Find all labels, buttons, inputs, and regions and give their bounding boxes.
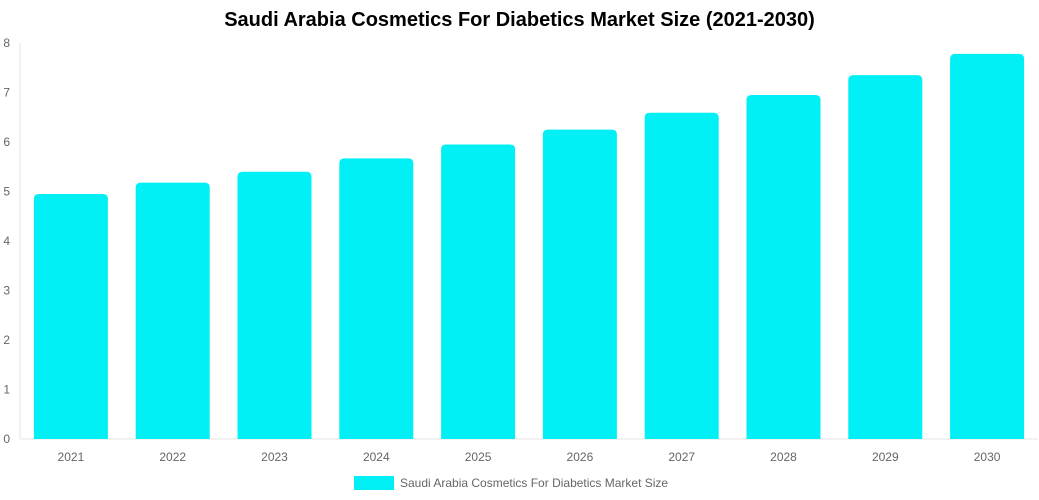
x-tick-label: 2029 [872,450,899,464]
chart-title: Saudi Arabia Cosmetics For Diabetics Mar… [224,9,815,31]
y-tick-label: 5 [3,185,10,199]
bar-2029[interactable] [848,75,923,440]
bar-2025[interactable] [441,144,516,439]
legend[interactable]: Saudi Arabia Cosmetics For Diabetics Mar… [354,476,668,490]
x-tick-label: 2022 [159,450,186,464]
y-tick-label: 8 [3,36,10,50]
bar-2021[interactable] [33,193,108,439]
y-tick-label: 3 [3,284,10,298]
y-axis-ticks: 0 1 2 3 4 5 6 7 8 [3,36,10,446]
x-tick-label: 2024 [363,450,390,464]
bar-2028[interactable] [746,94,821,439]
bar-2027[interactable] [644,112,719,440]
x-tick-label: 2028 [770,450,797,464]
x-tick-label: 2027 [668,450,695,464]
bars [33,53,1025,440]
x-tick-label: 2021 [58,450,85,464]
x-tick-label: 2023 [261,450,288,464]
bar-2024[interactable] [339,158,414,439]
y-tick-label: 4 [3,234,10,248]
y-tick-label: 2 [3,333,10,347]
y-tick-label: 6 [3,135,10,149]
bar-2026[interactable] [542,129,617,439]
x-tick-label: 2025 [465,450,492,464]
x-tick-label: 2030 [974,450,1001,464]
legend-swatch [354,476,394,490]
legend-label: Saudi Arabia Cosmetics For Diabetics Mar… [400,476,668,490]
bar-2022[interactable] [135,182,210,439]
y-tick-label: 0 [3,432,10,446]
x-tick-label: 2026 [567,450,594,464]
y-tick-label: 1 [3,383,10,397]
y-tick-label: 7 [3,86,10,100]
bar-2023[interactable] [237,171,312,439]
x-axis-ticks: 2021 2022 2023 2024 2025 2026 2027 2028 2029 2030 [58,450,1001,464]
bar-2030[interactable] [950,53,1025,439]
